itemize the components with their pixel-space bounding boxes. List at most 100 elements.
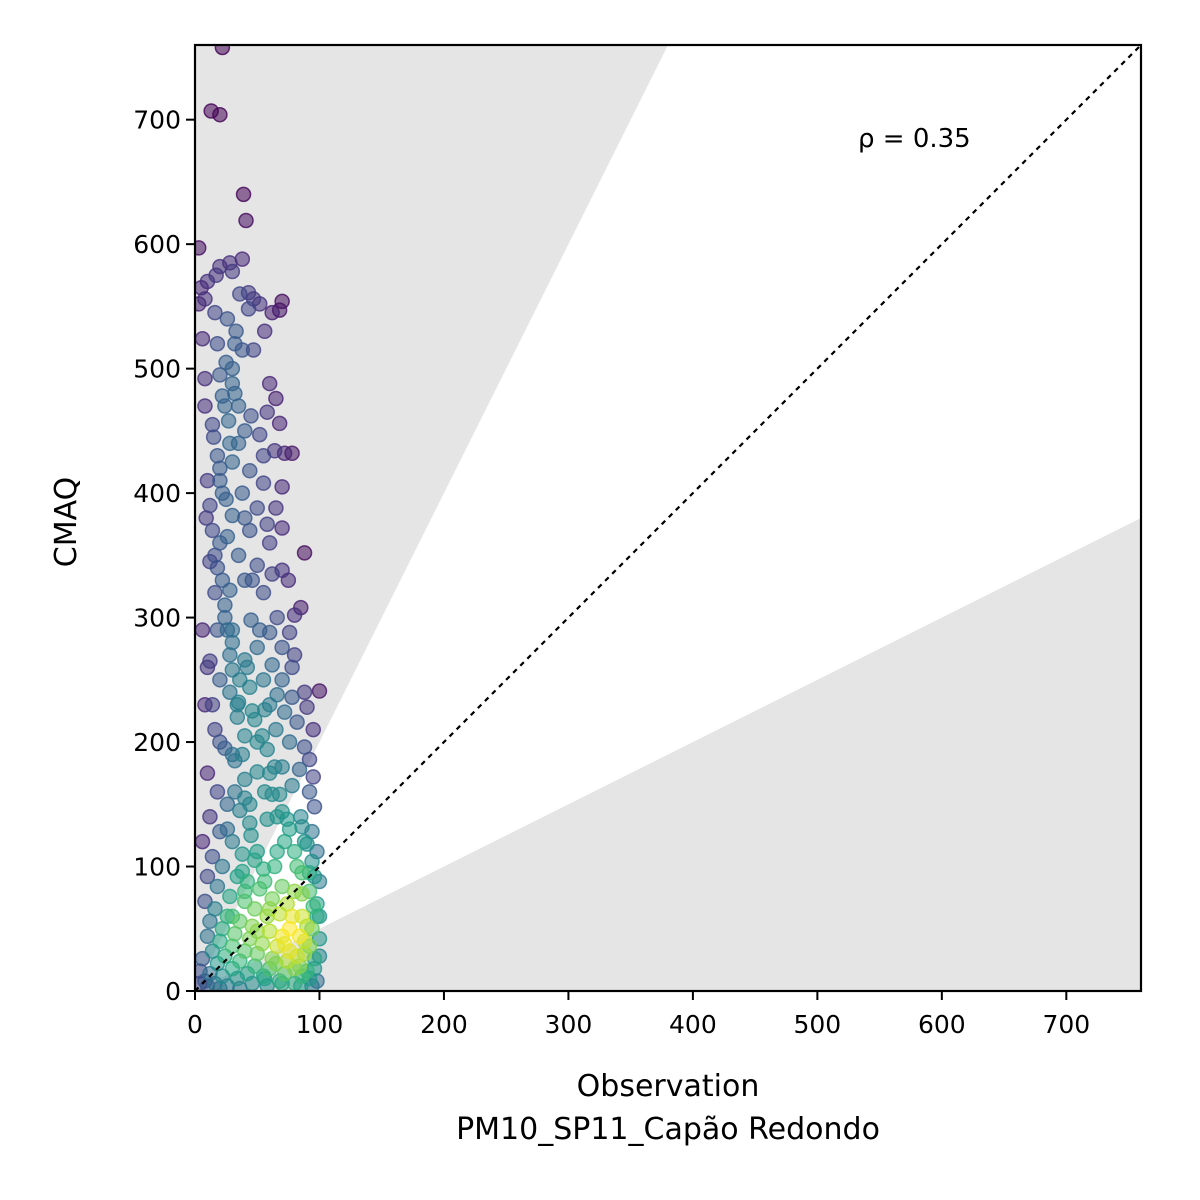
data-point: [197, 370, 213, 387]
data-point: [202, 653, 218, 669]
data-point: [246, 958, 263, 974]
data-point: [261, 375, 278, 392]
data-point: [202, 808, 218, 825]
data-point: [284, 659, 300, 676]
data-point: [255, 448, 272, 464]
data-point: [234, 846, 251, 862]
data-point: [197, 291, 213, 307]
data-point: [264, 657, 280, 673]
data-point: [274, 672, 290, 688]
data-point: [268, 721, 284, 738]
y-tick-label: 400: [133, 479, 181, 508]
y-tick-label: 600: [133, 230, 181, 259]
data-point: [271, 906, 288, 922]
data-point: [222, 647, 238, 663]
data-point: [264, 566, 280, 582]
data-point: [296, 739, 313, 755]
data-point: [271, 415, 288, 432]
x-axis-station-label: PM10_SP11_Capão Redondo: [456, 1112, 880, 1147]
data-point: [259, 908, 275, 925]
data-point: [274, 639, 290, 656]
data-point: [284, 908, 300, 925]
data-point: [202, 497, 218, 514]
y-tick-label: 0: [165, 977, 181, 1006]
data-point: [266, 858, 283, 875]
data-point: [259, 404, 275, 420]
data-point: [249, 500, 265, 516]
data-point: [294, 865, 310, 881]
data-point: [296, 545, 313, 561]
data-point: [195, 833, 211, 850]
data-point: [268, 390, 284, 407]
data-point: [286, 607, 303, 623]
data-point: [227, 385, 243, 402]
data-point: [291, 761, 308, 778]
y-axis-ticks: 0 100 200 300 400 500 600 700: [133, 106, 195, 1006]
data-point: [234, 746, 251, 763]
data-point: [284, 689, 300, 705]
data-point: [264, 304, 280, 321]
data-point: [219, 311, 236, 327]
data-point: [281, 624, 298, 641]
data-point: [212, 367, 228, 383]
data-point: [208, 267, 224, 284]
data-point: [249, 557, 265, 574]
data-point: [239, 659, 256, 676]
data-point: [249, 639, 265, 656]
data-point: [238, 212, 254, 229]
data-point: [255, 672, 272, 688]
data-point: [234, 485, 251, 501]
data-point: [243, 408, 259, 424]
data-point: [237, 572, 253, 588]
data-point: [242, 796, 258, 813]
data-point: [222, 582, 238, 598]
data-point: [269, 843, 285, 860]
data-point: [237, 423, 253, 439]
data-point: [246, 901, 263, 917]
data-point: [204, 522, 221, 539]
data-point: [243, 827, 259, 844]
data-point: [209, 878, 226, 895]
lower-shaded-region: [195, 518, 1141, 991]
data-point: [255, 475, 272, 491]
data-point: [224, 263, 241, 280]
data-point: [222, 888, 238, 905]
data-point: [259, 516, 275, 532]
data-point: [207, 901, 223, 917]
data-point: [218, 491, 234, 508]
scatter-points: [195, 45, 328, 991]
x-tick-label: 500: [794, 1010, 842, 1039]
data-point: [204, 696, 221, 713]
data-point: [251, 622, 268, 638]
plot-frame: [193, 43, 1143, 993]
y-axis-label: CMAQ: [49, 477, 84, 567]
data-point: [246, 711, 263, 728]
data-point: [230, 694, 247, 710]
x-tick-label: 400: [669, 1010, 717, 1039]
y-tick-label: 700: [133, 106, 181, 135]
data-point: [237, 771, 253, 788]
data-point: [294, 818, 310, 835]
data-point: [299, 699, 315, 715]
data-point: [311, 683, 328, 699]
y-tick-label: 100: [133, 853, 181, 882]
identity-line: [195, 45, 1141, 991]
x-tick-label: 700: [1042, 1010, 1090, 1039]
data-point: [212, 460, 228, 476]
data-point: [224, 833, 241, 850]
data-point: [268, 500, 284, 516]
data-point: [220, 413, 237, 429]
data-point: [269, 609, 285, 626]
x-tick-label: 0: [187, 1010, 203, 1039]
data-point: [281, 921, 298, 937]
data-point: [224, 634, 241, 651]
data-point: [227, 335, 243, 352]
data-point: [264, 786, 280, 803]
data-point: [209, 784, 226, 800]
data-point: [235, 186, 252, 203]
data-point: [242, 462, 258, 479]
data-point: [204, 848, 221, 865]
data-point: [305, 721, 321, 738]
data-point: [195, 331, 211, 347]
data-point: [274, 520, 290, 536]
